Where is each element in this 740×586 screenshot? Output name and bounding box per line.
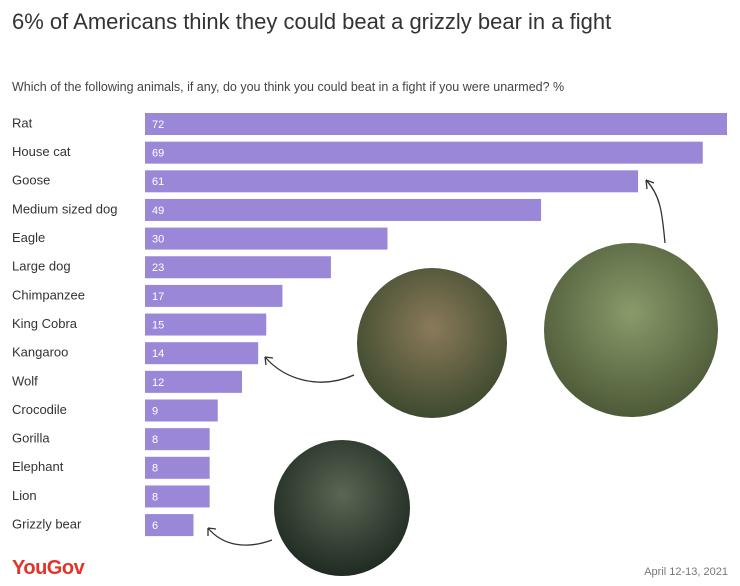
bar <box>145 370 242 393</box>
arrow <box>645 179 666 244</box>
category-label: Eagle <box>12 230 45 245</box>
category-label: Crocodile <box>12 402 67 417</box>
bar <box>145 313 267 336</box>
bar <box>145 113 727 135</box>
bear-photo <box>274 440 410 576</box>
category-label: Gorilla <box>12 431 50 446</box>
category-label: Rat <box>12 115 33 130</box>
arrowhead <box>264 356 274 366</box>
category-label: King Cobra <box>12 316 78 331</box>
bar <box>145 198 542 221</box>
category-label: Wolf <box>12 373 38 388</box>
bar <box>145 256 331 279</box>
value-label: 72 <box>152 119 164 131</box>
bar <box>145 227 388 250</box>
value-label: 6 <box>152 520 158 532</box>
value-label: 12 <box>152 377 164 389</box>
value-label: 49 <box>152 205 164 217</box>
category-label: Large dog <box>12 259 71 274</box>
arrowhead <box>645 179 655 190</box>
value-label: 14 <box>152 348 164 360</box>
bar <box>145 141 703 164</box>
goose-photo <box>544 243 718 417</box>
category-label: Grizzly bear <box>12 517 82 532</box>
value-label: 61 <box>152 176 164 188</box>
kangaroo-photo <box>357 268 507 418</box>
arrow <box>264 356 355 383</box>
category-label: Medium sized dog <box>12 201 118 216</box>
bar <box>145 170 639 193</box>
value-label: 17 <box>152 291 164 303</box>
value-label: 30 <box>152 234 164 246</box>
value-label: 69 <box>152 148 164 160</box>
category-label: Chimpanzee <box>12 287 85 302</box>
chart-title: 6% of Americans think they could beat a … <box>12 9 612 34</box>
category-label: Lion <box>12 488 37 503</box>
bar <box>145 514 194 537</box>
logo: YouGov <box>12 557 85 579</box>
bar <box>145 342 259 365</box>
chart-subtitle: Which of the following animals, if any, … <box>12 80 565 94</box>
category-label: Kangaroo <box>12 345 68 360</box>
value-label: 8 <box>152 491 158 503</box>
arrowhead <box>207 527 217 536</box>
bar <box>145 399 218 422</box>
photos <box>207 179 718 576</box>
bar <box>145 284 283 307</box>
value-label: 15 <box>152 319 164 331</box>
value-label: 23 <box>152 262 164 274</box>
value-label: 9 <box>152 405 158 417</box>
value-label: 8 <box>152 463 158 475</box>
arrow <box>207 527 273 546</box>
bar <box>145 456 210 479</box>
category-label: Goose <box>12 173 50 188</box>
category-label: Elephant <box>12 459 64 474</box>
value-label: 8 <box>152 434 158 446</box>
category-label: House cat <box>12 144 71 159</box>
date: April 12-13, 2021 <box>644 566 728 578</box>
bar <box>145 485 210 508</box>
bar <box>145 428 210 451</box>
